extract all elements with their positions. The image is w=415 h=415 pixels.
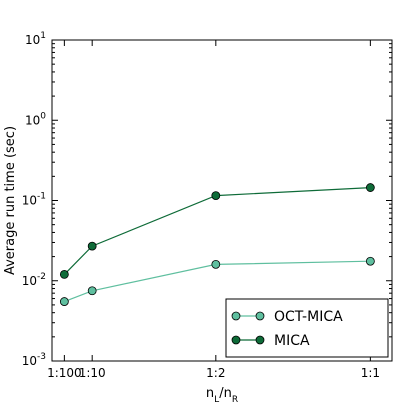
legend-marker (255, 335, 265, 345)
series-mica (59, 183, 375, 279)
y-tick-base: 10 (22, 194, 37, 208)
y-axis-label: Average run time (sec) (3, 126, 18, 275)
legend-label: MICA (274, 333, 310, 349)
y-tick-exponent: -1 (37, 192, 46, 202)
data-point (59, 269, 69, 279)
data-point (59, 297, 69, 306)
y-tick-base: 10 (25, 113, 40, 127)
legend-marker (231, 311, 241, 321)
x-label-sub-r: R (232, 395, 238, 405)
x-axis-label: nL/nR (206, 386, 238, 405)
legend-entry-oct-mica: OCT-MICA (231, 309, 343, 325)
data-point (365, 256, 375, 266)
data-point (87, 286, 97, 296)
x-tick-label: 1:2 (206, 366, 225, 380)
y-tick-label: 101 (25, 31, 46, 47)
legend-label: OCT-MICA (274, 309, 343, 325)
x-label-slash-n: /n (219, 386, 232, 401)
y-tick-exponent: -2 (37, 272, 46, 282)
y-tick-label: 10-1 (22, 192, 46, 208)
series-oct-mica (59, 256, 375, 306)
y-tick-exponent: 1 (40, 31, 46, 41)
data-point (87, 241, 97, 251)
y-tick-label: 100 (25, 111, 46, 127)
legend-marker (255, 311, 265, 321)
x-tick-label: 1:100 (47, 366, 82, 380)
x-label-n: n (206, 386, 214, 401)
y-tick-exponent: -3 (37, 352, 46, 362)
legend-box (225, 298, 389, 358)
series-layer (59, 183, 375, 306)
x-tick-label: 1:10 (79, 366, 106, 380)
y-tick-base: 10 (22, 354, 37, 368)
legend-marker (231, 335, 241, 345)
data-point (365, 183, 375, 192)
legend-entry-mica: MICA (231, 333, 310, 349)
series-line (64, 260, 371, 303)
legend: OCT-MICA MICA (225, 298, 389, 358)
y-tick-base: 10 (22, 274, 37, 288)
x-tick-label: 1:1 (361, 366, 380, 380)
plot-frame (51, 39, 393, 362)
series-line (63, 187, 371, 275)
y-tick-base: 10 (25, 33, 40, 47)
data-point (211, 259, 221, 269)
y-tick-exponent: 0 (40, 111, 46, 121)
data-point (211, 191, 221, 201)
y-tick-label: 10-2 (22, 272, 46, 288)
x-label-sub-l: L (214, 395, 219, 405)
y-tick-label: 10-3 (22, 352, 46, 368)
